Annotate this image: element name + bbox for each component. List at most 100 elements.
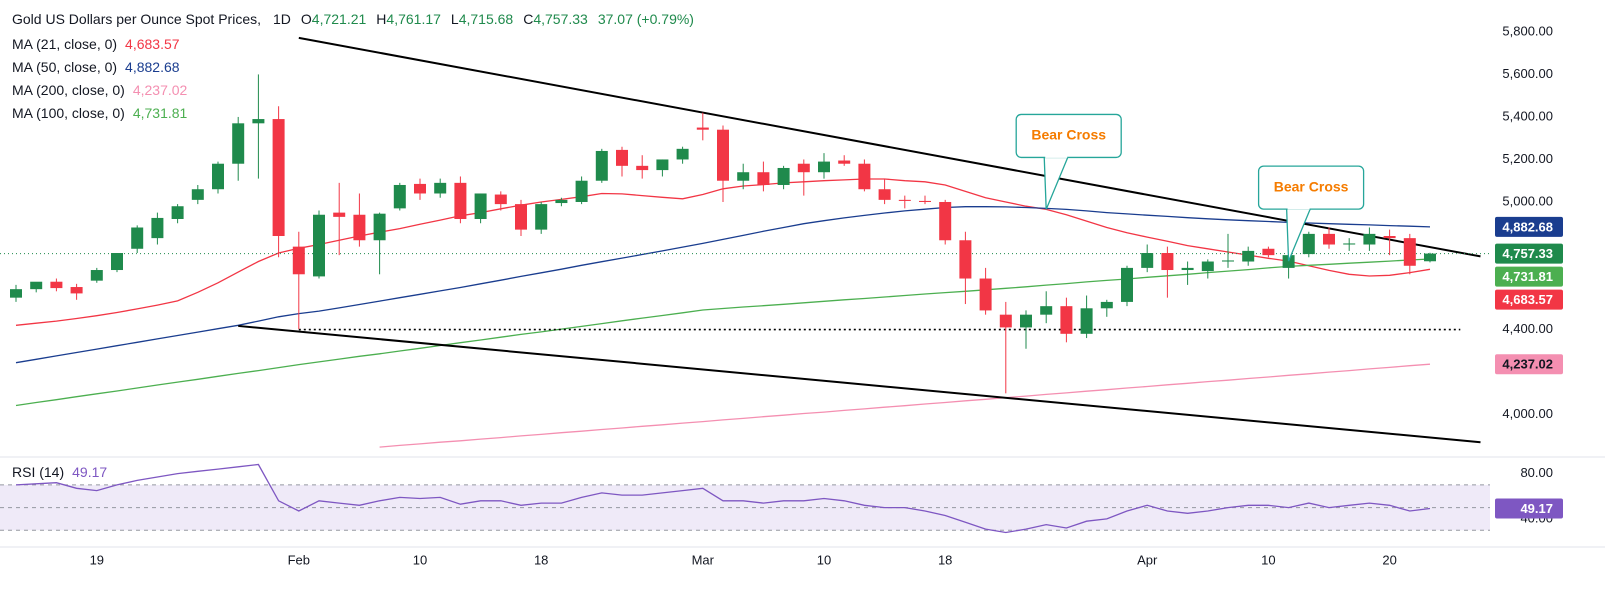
candle-body [656,159,669,171]
candle-body [232,123,245,164]
rsi-tick-label: 80.00 [1520,465,1553,480]
x-tick-label: 18 [938,552,952,567]
y-tick-label: 5,200.00 [1502,151,1553,166]
x-tick-label: Mar [692,552,715,567]
y-tick-label: 5,000.00 [1502,193,1553,208]
callout-text: Bear Cross [1274,178,1349,194]
rsi-line [15,463,1431,534]
candle-body [353,214,366,241]
candle-body [191,189,204,200]
legend-name: MA (50, close, 0) [12,59,117,75]
candle-body [1121,267,1133,302]
candle-body [858,163,871,190]
candle-body [676,148,689,160]
callout-pointer [1043,156,1069,210]
y-tick-label: 4,400.00 [1502,321,1553,336]
candle-body [494,194,507,205]
legend-value: 4,683.57 [125,36,180,52]
candle-body [535,204,548,230]
candle-body [1060,306,1073,334]
candle-body [1262,248,1275,256]
legend-entry: MA (100, close, 0) 4,731.81 [12,105,188,121]
candle-body [979,278,992,311]
ohlc-key: H [376,11,386,27]
moving-average-line [379,363,1431,448]
candle-body [1323,233,1335,245]
ohlc-value: 4,715.68 [459,11,514,27]
legend-name: MA (21, close, 0) [12,36,117,52]
ohlc-key: C [523,11,533,27]
candle-body [1222,260,1234,262]
moving-average-line [15,258,1431,407]
price-badge [1495,498,1563,519]
x-tick-label: 19 [90,552,104,567]
rsi-legend: RSI (14) 49.17 [12,464,107,480]
price-badge-label: 4,237.02 [1502,357,1553,372]
callout-pointer [1285,207,1312,262]
candle-body [515,204,527,230]
callout-box [1257,165,1365,210]
x-tick-label: Apr [1137,552,1158,567]
legend-value: 4,731.81 [133,105,188,121]
ohlc-value: 4,761.17 [386,11,441,27]
candle-body [919,200,931,202]
x-tick-label: 10 [817,552,831,567]
legend-value: 4,237.02 [133,82,188,98]
x-tick-label: 10 [413,552,427,567]
candle-body [1080,308,1093,334]
candle-body [434,182,447,194]
candle-body [797,163,810,173]
overlay-layer: Bear Cross Bear Cross 4,882.68 4,757.33 4,73… [1015,113,1563,519]
trendline [238,324,1481,444]
candle-body [1141,253,1154,268]
candle-body [1403,238,1416,266]
candle-body [90,270,103,281]
line-layer [0,36,1490,534]
candle-body [757,172,770,185]
candle-body [151,217,164,239]
ohlc-key: L [451,11,459,27]
callout-text: Bear Cross [1031,127,1106,143]
legend-entry: MA (50, close, 0) 4,882.68 [12,59,180,75]
y-tick-label: 5,800.00 [1502,23,1553,38]
candle-body [1242,250,1255,262]
candle-body [939,201,952,241]
candle-body [1040,306,1053,315]
candle-body [1424,253,1436,262]
legend-name: MA (100, close, 0) [12,105,125,121]
candle-body [1020,314,1032,328]
candle-body [696,127,709,130]
candle-body [1100,301,1113,309]
x-tick-label: 18 [534,552,548,567]
x-tick-label: 20 [1382,552,1396,567]
candle-body [898,199,911,201]
ohlc-value: 4,721.21 [312,11,367,27]
candle-body [959,240,972,279]
price-badge-label: 49.17 [1520,501,1553,516]
y-tick-label: 4,000.00 [1502,406,1553,421]
candle-body [737,172,750,181]
legend-name: MA (200, close, 0) [12,82,125,98]
callout-gap [1045,154,1068,158]
candle-body [838,160,851,164]
candle-body [313,214,325,277]
candle-body [373,213,386,241]
candle-body [595,150,608,181]
y-tick-label: 5,400.00 [1502,108,1553,123]
ohlc-value: 4,757.33 [533,11,588,27]
candle-body [474,193,487,219]
candle-body [777,167,790,185]
price-badge [1495,216,1563,237]
price-badge-label: 4,683.57 [1502,292,1553,307]
price-badge-label: 4,731.81 [1502,269,1553,284]
background-layer: 4,000.00 4,400.00 5,000.00 5,200.00 5,400.00… [0,23,1553,567]
candle-body [212,163,224,190]
interval: 1D [273,11,291,27]
change-value: 37.07 (+0.79%) [598,11,694,27]
candle-body [50,281,63,289]
callout-gap [1287,206,1310,210]
price-badge [1495,243,1563,264]
legend-entry: MA (200, close, 0) 4,237.02 [12,82,188,98]
candle-body [878,189,891,200]
